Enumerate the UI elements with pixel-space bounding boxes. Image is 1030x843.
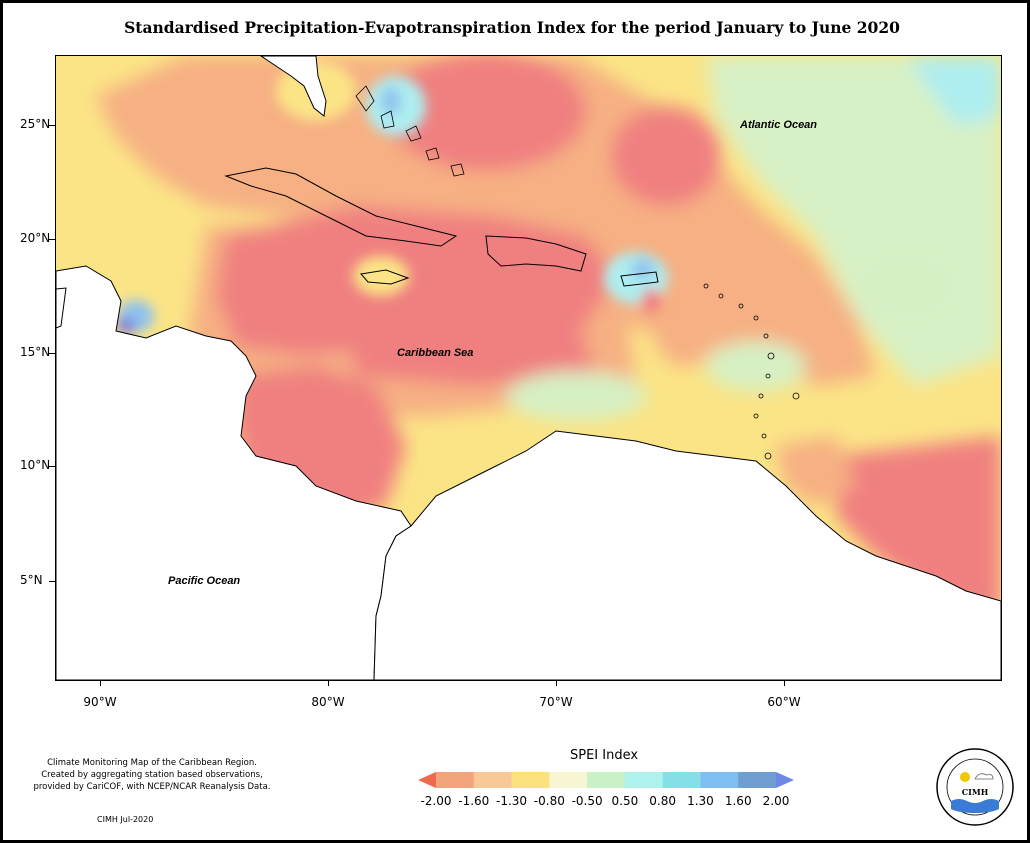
- atlantic-ocean-label: Atlantic Ocean: [740, 119, 818, 131]
- legend-swatch: [624, 772, 664, 788]
- legend-tick-label: 1.30: [687, 794, 714, 808]
- bahamas: [355, 85, 465, 177]
- waves-icon: [951, 799, 999, 813]
- y-tick: [49, 353, 55, 354]
- sun-icon: [960, 772, 970, 782]
- legend-colorbar: [418, 772, 794, 788]
- map-title: Standardised Precipitation-Evapotranspir…: [124, 18, 900, 37]
- caribbean-sea-label: Caribbean Sea: [397, 347, 474, 359]
- legend-high-arrow: [776, 772, 794, 788]
- cloud-icon: [974, 773, 994, 780]
- x-tick: [328, 680, 329, 686]
- logo-text: CIMH: [962, 787, 989, 797]
- legend-swatch: [738, 772, 777, 788]
- spei-map-svg: [56, 56, 1001, 680]
- legend-swatch: [662, 772, 701, 788]
- pacific-ocean-label: Pacific Ocean: [168, 575, 241, 587]
- legend-swatch: [549, 772, 588, 788]
- spei-map[interactable]: [55, 55, 1002, 681]
- lon-label-80w: 80°W: [311, 695, 345, 709]
- legend-tick-label: -1.60: [458, 794, 490, 808]
- legend-tick-label: -0.50: [571, 794, 603, 808]
- y-tick: [49, 125, 55, 126]
- legend-swatch: [511, 772, 550, 788]
- credit-line-2: Created by aggregating station based obs…: [41, 770, 263, 780]
- legend-tick-label: 0.80: [649, 794, 677, 808]
- legend-swatch: [587, 772, 626, 788]
- x-tick: [784, 680, 785, 686]
- credit-text: Climate Monitoring Map of the Caribbean …: [22, 757, 282, 793]
- lat-label-15n: 15°N: [20, 345, 51, 359]
- lon-label-60w: 60°W: [767, 695, 801, 709]
- legend-tick-label: -2.00: [420, 794, 452, 808]
- cimh-logo: CIMH: [936, 748, 1014, 826]
- lesser-antilles: [703, 283, 800, 460]
- legend-title: SPEI Index: [570, 748, 639, 763]
- legend-swatch: [700, 772, 739, 788]
- lat-label-20n: 20°N: [20, 231, 51, 245]
- legend-low-arrow: [418, 772, 436, 788]
- lon-label-70w: 70°W: [539, 695, 573, 709]
- y-tick: [49, 466, 55, 467]
- lat-label-10n: 10°N: [20, 458, 51, 472]
- spei-field: [96, 56, 1001, 680]
- land-masses: [56, 56, 1001, 680]
- lon-label-90w: 90°W: [83, 695, 117, 709]
- x-tick: [100, 680, 101, 686]
- legend-tick-label: 2.00: [762, 794, 790, 808]
- credit-line-3: provided by CariCOF, with NCEP/NCAR Rean…: [33, 782, 271, 792]
- lat-label-25n: 25°N: [20, 117, 51, 131]
- legend-swatch: [473, 772, 513, 788]
- legend-tick-label: 1.60: [724, 794, 752, 808]
- lat-label-5n: 5°N: [20, 573, 43, 587]
- credit-line-1: Climate Monitoring Map of the Caribbean …: [47, 758, 257, 768]
- y-tick: [49, 239, 55, 240]
- legend-tick-label: -0.80: [533, 794, 565, 808]
- legend-tick-labels: -2.00 -1.60 -1.30 -0.80 -0.50 0.50 0.80 1.30 1.6…: [418, 794, 794, 810]
- y-tick: [49, 581, 55, 582]
- x-tick: [556, 680, 557, 686]
- legend-tick-label: 0.50: [611, 794, 639, 808]
- legend-swatch: [436, 772, 475, 788]
- credit-date: CIMH Jul-2020: [97, 815, 154, 824]
- legend-tick-label: -1.30: [496, 794, 528, 808]
